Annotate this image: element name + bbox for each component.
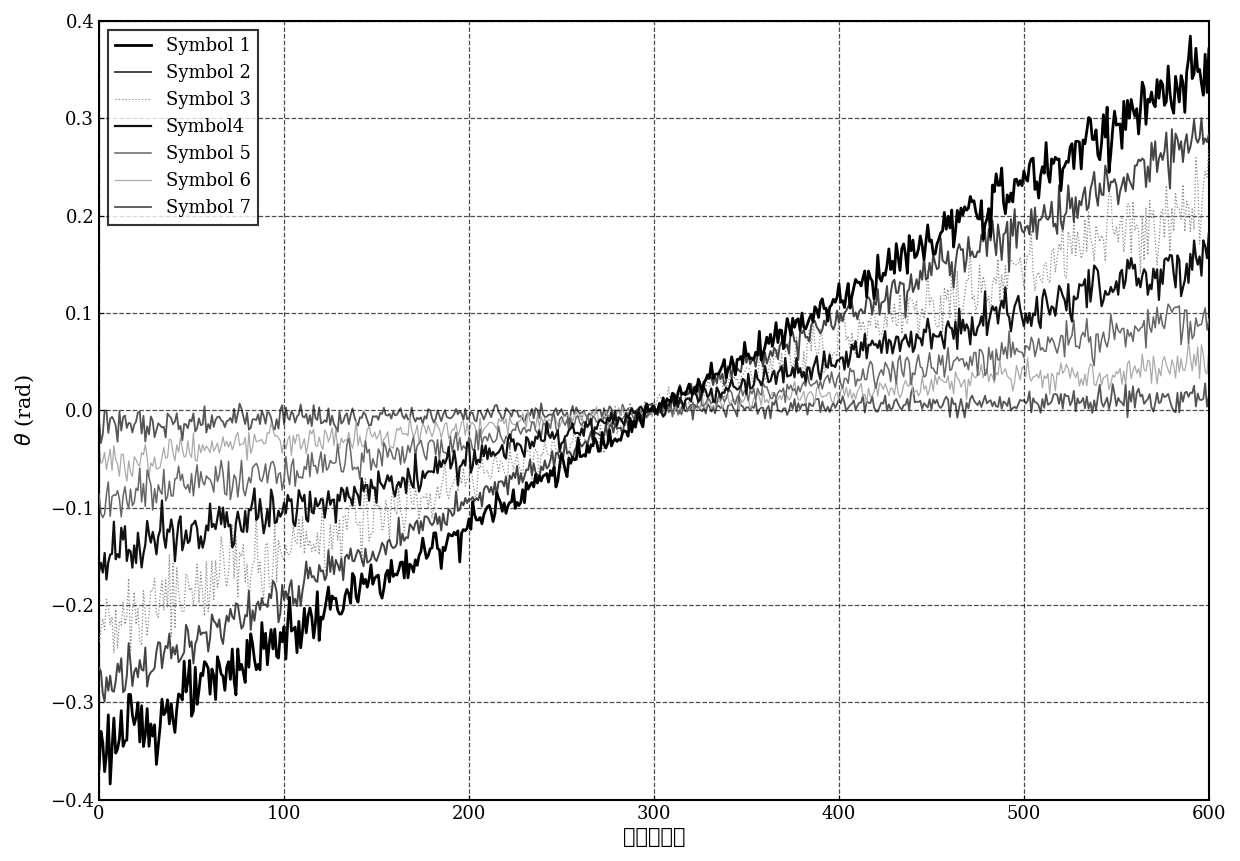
Symbol4	[300, 517, 315, 527]
Symbol 2	[1168, 128, 1183, 139]
Symbol 2	[1202, 129, 1216, 139]
Symbol 1	[1130, 103, 1145, 114]
Symbol4	[1130, 280, 1145, 290]
Symbol 3	[1202, 146, 1216, 156]
Line: Symbol 7: Symbol 7	[99, 383, 1209, 443]
Symbol4	[1168, 282, 1183, 293]
Symbol 5	[1171, 302, 1185, 313]
Symbol 1	[300, 611, 315, 622]
Symbol 6	[92, 439, 107, 449]
Symbol 3	[164, 631, 179, 641]
Symbol 2	[1130, 160, 1145, 170]
Symbol 6	[1168, 373, 1183, 383]
Symbol 6	[1180, 336, 1195, 346]
Symbol 7	[300, 418, 315, 429]
Symbol 7	[1130, 387, 1145, 398]
Symbol4	[164, 514, 179, 524]
Symbol 1	[1183, 31, 1198, 41]
Symbol 1	[1202, 44, 1216, 54]
Symbol 6	[119, 476, 134, 486]
Symbol 7	[1168, 407, 1183, 418]
Symbol 5	[92, 489, 107, 499]
Symbol 1	[103, 779, 118, 790]
Symbol4	[1202, 228, 1216, 238]
Symbol 3	[300, 541, 315, 551]
Symbol 7	[1202, 391, 1216, 401]
Symbol 7	[460, 414, 475, 424]
Symbol 3	[1130, 220, 1145, 231]
Y-axis label: $\theta$ (rad): $\theta$ (rad)	[14, 375, 36, 446]
Symbol 1	[1168, 71, 1183, 82]
Symbol 2	[164, 653, 179, 664]
Symbol 6	[300, 438, 315, 449]
Symbol 2	[300, 573, 315, 584]
Symbol 2	[97, 697, 112, 707]
Symbol4	[99, 574, 114, 585]
Symbol 1	[92, 764, 107, 774]
Symbol 3	[977, 279, 992, 289]
Line: Symbol 6: Symbol 6	[99, 341, 1209, 481]
Symbol 7	[93, 438, 108, 449]
X-axis label: 子载波编号: 子载波编号	[622, 828, 686, 847]
Symbol4	[460, 437, 475, 448]
Symbol 6	[1130, 369, 1145, 379]
Symbol 5	[95, 512, 110, 523]
Symbol 5	[460, 441, 475, 451]
Line: Symbol 1: Symbol 1	[99, 36, 1209, 784]
Symbol 2	[460, 498, 475, 508]
Symbol 7	[1198, 378, 1213, 388]
Symbol 6	[977, 365, 992, 375]
Symbol 7	[164, 413, 179, 424]
Line: Symbol 2: Symbol 2	[99, 118, 1209, 702]
Symbol 6	[1202, 345, 1216, 356]
Symbol 5	[1161, 299, 1176, 309]
Symbol4	[92, 567, 107, 577]
Symbol 5	[1202, 313, 1216, 324]
Symbol 1	[460, 523, 475, 533]
Symbol 5	[977, 370, 992, 381]
Line: Symbol4: Symbol4	[99, 233, 1209, 579]
Symbol 1	[164, 698, 179, 709]
Symbol 7	[92, 415, 107, 425]
Symbol 5	[300, 449, 315, 460]
Symbol 2	[1194, 113, 1209, 123]
Symbol 2	[977, 227, 992, 238]
Symbol 6	[460, 418, 475, 428]
Line: Symbol 5: Symbol 5	[99, 304, 1209, 517]
Symbol 6	[164, 435, 179, 445]
Symbol 3	[107, 648, 122, 659]
Symbol 3	[92, 636, 107, 647]
Line: Symbol 3: Symbol 3	[99, 151, 1209, 653]
Symbol 2	[92, 662, 107, 672]
Symbol 5	[164, 491, 179, 501]
Symbol 1	[977, 220, 992, 230]
Legend: Symbol 1, Symbol 2, Symbol 3, Symbol4, Symbol 5, Symbol 6, Symbol 7: Symbol 1, Symbol 2, Symbol 3, Symbol4, S…	[108, 30, 258, 225]
Symbol 3	[460, 474, 475, 485]
Symbol 3	[1168, 189, 1183, 199]
Symbol4	[977, 286, 992, 296]
Symbol 7	[977, 391, 992, 401]
Symbol 5	[1130, 323, 1145, 333]
